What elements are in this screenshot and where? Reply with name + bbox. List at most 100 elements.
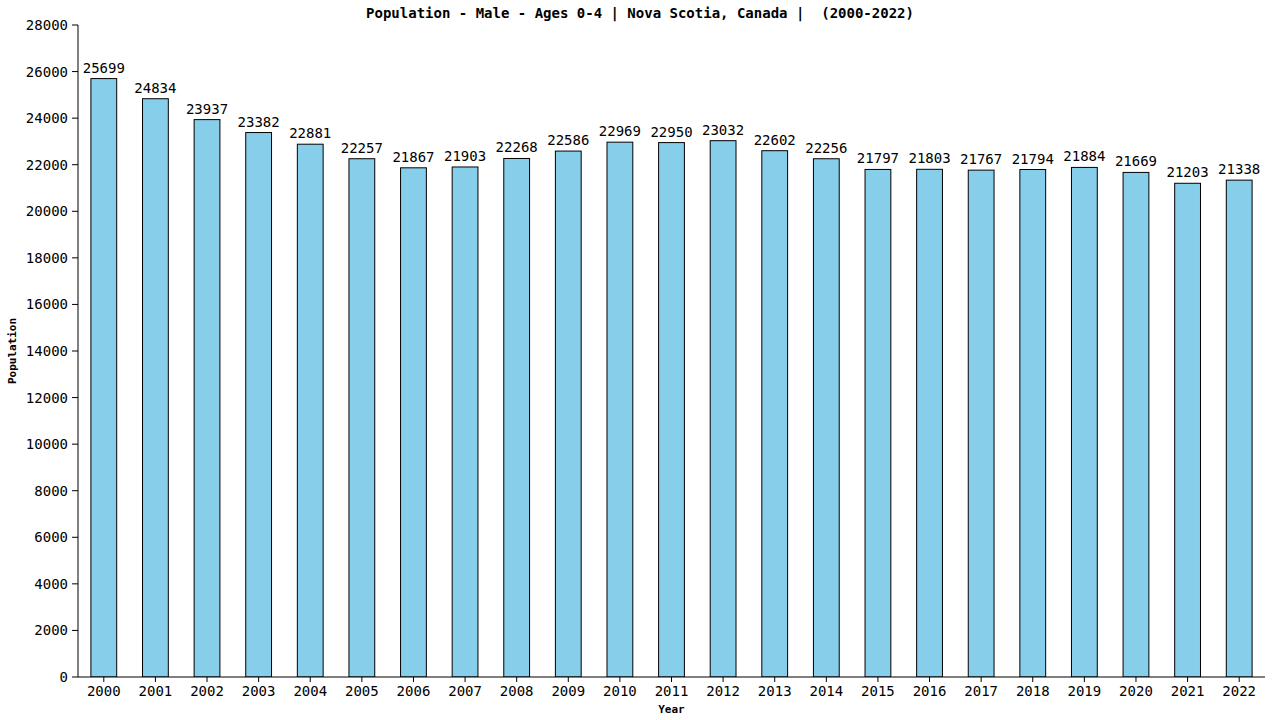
bar: [194, 120, 220, 677]
y-axis: [78, 25, 79, 677]
bar: [659, 143, 685, 677]
x-tick-label: 2003: [242, 683, 276, 699]
y-tick-label: 16000: [26, 296, 68, 312]
bar: [1175, 183, 1201, 677]
x-tick: [1135, 677, 1136, 682]
bar: [555, 151, 581, 677]
data-label: 21669: [1115, 153, 1157, 169]
data-label: 21867: [392, 149, 434, 165]
x-tick: [103, 677, 104, 682]
y-tick: [72, 444, 78, 445]
x-tick-label: 2018: [1016, 683, 1050, 699]
x-tick: [1239, 677, 1240, 682]
bar: [1123, 172, 1149, 677]
x-tick: [619, 677, 620, 682]
y-tick-label: 4000: [34, 576, 68, 592]
y-tick-label: 14000: [26, 343, 68, 359]
bar: [710, 141, 736, 677]
x-tick-label: 2010: [603, 683, 637, 699]
y-tick: [72, 537, 78, 538]
x-tick-label: 2001: [139, 683, 173, 699]
x-tick: [1084, 677, 1085, 682]
bar: [865, 169, 891, 677]
data-label: 22257: [341, 140, 383, 156]
data-label: 21803: [908, 150, 950, 166]
bar: [143, 99, 169, 677]
y-tick: [72, 118, 78, 119]
x-tick: [310, 677, 311, 682]
x-tick: [826, 677, 827, 682]
x-tick-label: 2002: [190, 683, 224, 699]
bar: [401, 168, 427, 677]
y-tick-label: 6000: [34, 529, 68, 545]
x-tick: [981, 677, 982, 682]
data-label: 21767: [960, 151, 1002, 167]
bar: [91, 79, 117, 677]
bar: [1226, 180, 1252, 677]
x-tick: [568, 677, 569, 682]
bar: [813, 159, 839, 677]
x-tick: [723, 677, 724, 682]
data-label: 22586: [547, 132, 589, 148]
x-tick-label: 2019: [1068, 683, 1102, 699]
y-tick: [72, 583, 78, 584]
x-tick: [1187, 677, 1188, 682]
data-label: 21797: [857, 150, 899, 166]
x-tick-label: 2000: [87, 683, 121, 699]
x-tick-label: 2015: [861, 683, 895, 699]
y-tick-label: 10000: [26, 436, 68, 452]
x-tick-label: 2009: [551, 683, 585, 699]
y-tick-label: 20000: [26, 203, 68, 219]
y-tick-label: 26000: [26, 64, 68, 80]
data-label: 21203: [1167, 164, 1209, 180]
x-tick-label: 2011: [655, 683, 689, 699]
x-tick: [877, 677, 878, 682]
bar: [917, 169, 943, 677]
x-tick: [774, 677, 775, 682]
y-tick-label: 18000: [26, 250, 68, 266]
x-tick: [465, 677, 466, 682]
y-tick: [72, 490, 78, 491]
data-label: 22969: [599, 123, 641, 139]
bar: [968, 170, 994, 677]
x-tick-label: 2020: [1119, 683, 1153, 699]
x-tick-label: 2006: [397, 683, 431, 699]
data-label: 22256: [805, 140, 847, 156]
data-label: 23032: [702, 122, 744, 138]
y-tick: [72, 211, 78, 212]
x-tick-label: 2007: [448, 683, 482, 699]
y-tick: [72, 351, 78, 352]
y-tick: [72, 304, 78, 305]
bar: [1071, 167, 1097, 677]
x-tick: [929, 677, 930, 682]
bars: [91, 79, 1252, 677]
x-tick-label: 2016: [913, 683, 947, 699]
data-label: 21794: [1012, 151, 1054, 167]
bar: [504, 158, 530, 677]
y-tick: [72, 397, 78, 398]
chart-container: Population - Male - Ages 0-4 | Nova Scot…: [0, 0, 1280, 720]
x-tick-label: 2017: [964, 683, 998, 699]
data-label: 22268: [496, 139, 538, 155]
x-tick-label: 2013: [758, 683, 792, 699]
x-tick: [258, 677, 259, 682]
data-label: 23382: [238, 114, 280, 130]
bar: [452, 167, 478, 677]
y-tick: [72, 257, 78, 258]
x-tick: [361, 677, 362, 682]
y-tick: [72, 630, 78, 631]
bar: [246, 133, 272, 677]
x-tick: [671, 677, 672, 682]
x-axis: [78, 677, 1265, 678]
x-tick: [1032, 677, 1033, 682]
data-label: 22950: [650, 124, 692, 140]
title: Population - Male - Ages 0-4 | Nova Scot…: [366, 5, 914, 22]
y-tick: [72, 164, 78, 165]
bar: [762, 151, 788, 677]
x-tick: [413, 677, 414, 682]
data-label: 22881: [289, 125, 331, 141]
y-tick-label: 0: [60, 669, 68, 685]
y-tick: [72, 25, 78, 26]
x-tick: [516, 677, 517, 682]
data-label: 24834: [134, 80, 176, 96]
